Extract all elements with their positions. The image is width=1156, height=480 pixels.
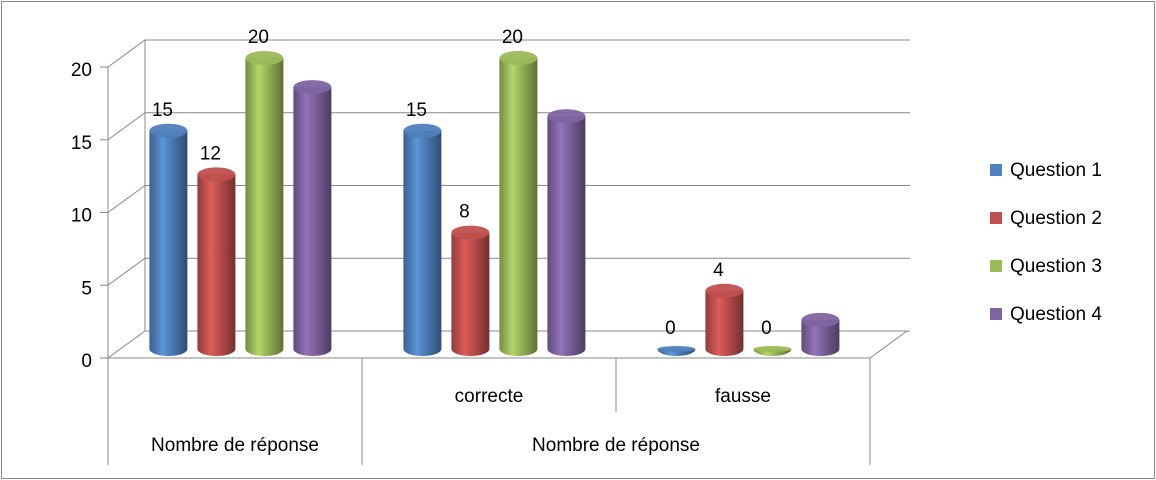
legend-label: Question 2	[1010, 208, 1102, 229]
cylinder	[149, 130, 188, 356]
cylinder-top	[753, 346, 792, 352]
y-tick-label: 5	[81, 278, 92, 299]
data-label: 12	[200, 143, 221, 164]
cylinder	[451, 232, 490, 356]
legend-label: Question 3	[1010, 256, 1102, 277]
data-label: 0	[665, 318, 676, 339]
legend-label: Question 4	[1010, 304, 1102, 325]
data-label: 20	[502, 27, 523, 48]
cylinder-top	[197, 167, 236, 182]
x-tick-label: correcte	[455, 386, 524, 407]
y-tick-label: 10	[71, 206, 92, 227]
cylinder-top	[293, 80, 332, 95]
cylinder	[547, 116, 586, 356]
legend-swatch	[990, 260, 1002, 272]
cylinder-top	[801, 312, 840, 327]
group-label: Nombre de réponse	[151, 435, 319, 456]
cylinder	[245, 58, 284, 356]
cylinder	[293, 87, 332, 356]
data-label: 4	[713, 260, 724, 281]
cylinder-top	[657, 346, 696, 352]
cylinder	[403, 130, 442, 356]
grid-line	[107, 185, 910, 213]
cylinder-top	[149, 123, 188, 138]
legend-swatch	[990, 212, 1002, 224]
y-tick-label: 15	[71, 133, 92, 154]
legend-label: Question 1	[1010, 160, 1102, 181]
cylinder	[499, 58, 538, 356]
group-label: Nombre de réponse	[532, 435, 700, 456]
grid-line	[107, 112, 910, 141]
y-tick-label: 20	[71, 60, 92, 81]
x-tick-label: fausse	[715, 386, 771, 407]
cylinder-top	[403, 123, 442, 138]
cylinder	[801, 319, 840, 356]
cylinder-top	[451, 225, 490, 240]
data-label: 8	[459, 202, 470, 223]
legend-swatch	[990, 308, 1002, 320]
data-label: 15	[152, 100, 173, 121]
cylinder-top	[245, 51, 284, 65]
grid-line	[107, 39, 910, 68]
grid-line	[107, 330, 910, 359]
y-tick-label: 0	[81, 351, 92, 372]
cylinder-top	[547, 109, 586, 124]
cylinder-top	[705, 283, 744, 298]
legend-swatch	[990, 164, 1002, 176]
grid-line	[107, 257, 910, 286]
data-label: 20	[248, 27, 269, 48]
data-label: 15	[406, 100, 427, 121]
cylinder-top	[499, 51, 538, 65]
data-label: 0	[761, 318, 772, 339]
cylinder	[705, 290, 744, 356]
cylinder	[197, 174, 236, 356]
